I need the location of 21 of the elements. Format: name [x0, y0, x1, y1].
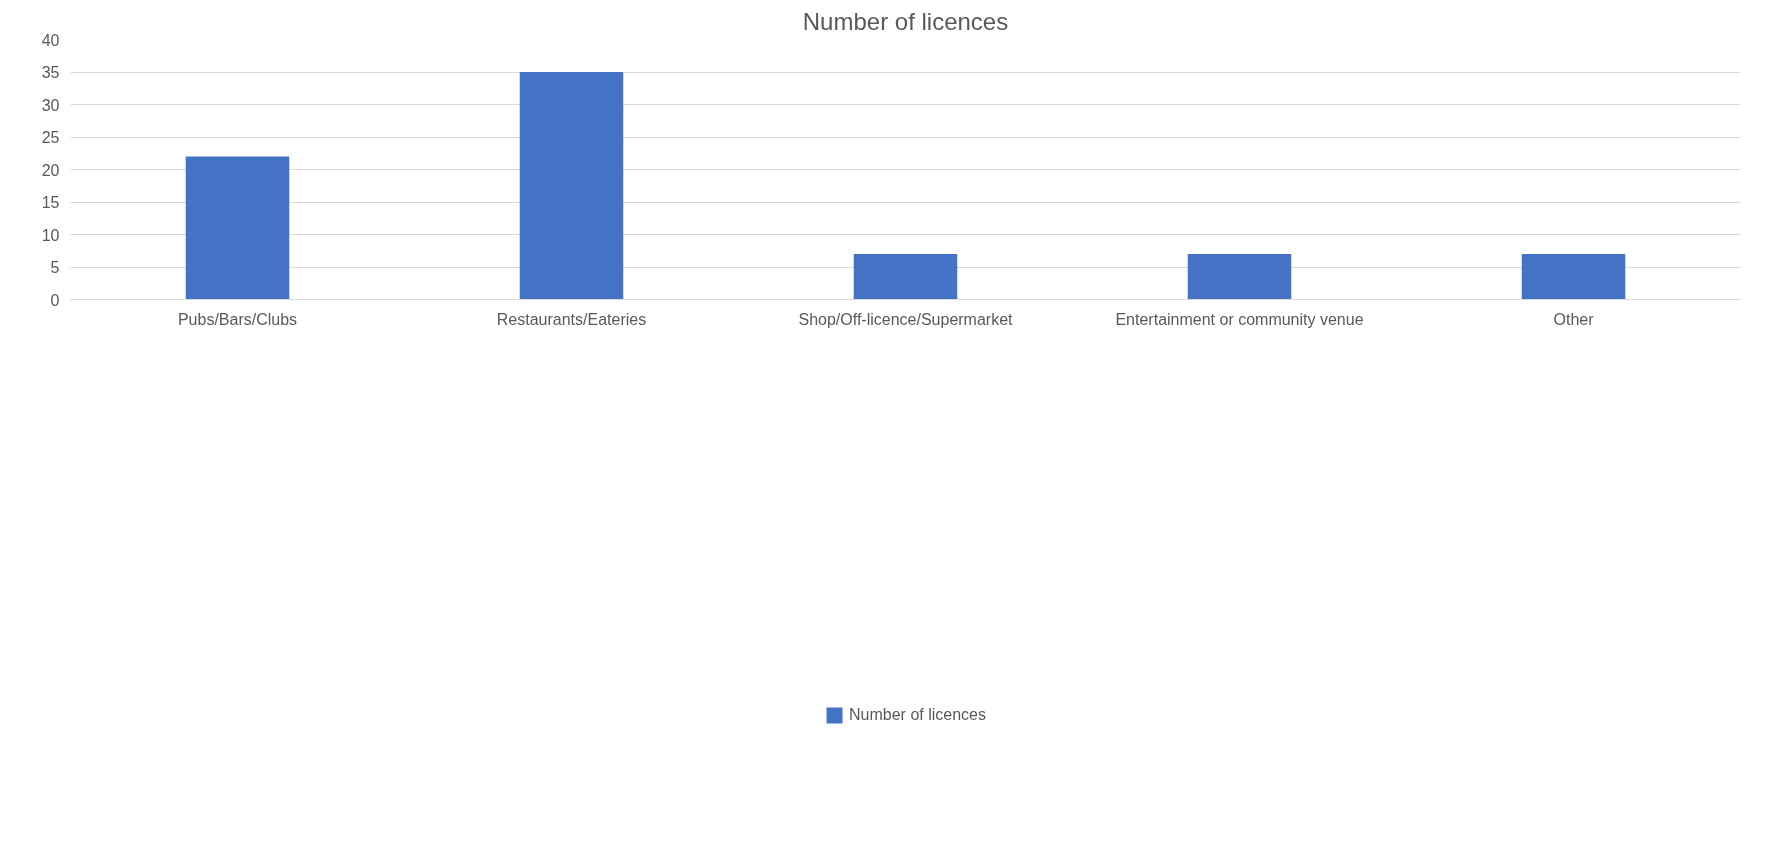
y-tick-label: 35 — [41, 64, 60, 81]
bar — [1187, 254, 1292, 300]
chart-title: Number of licences — [802, 7, 1009, 35]
bar — [519, 72, 624, 300]
y-tick-label: 15 — [41, 194, 60, 211]
x-tick-label: Restaurants/Eateries — [496, 310, 647, 328]
bar — [1521, 254, 1626, 300]
bar — [185, 156, 290, 300]
legend-label: Number of licences — [849, 706, 986, 724]
x-tick-label: Shop/Off-licence/Supermarket — [798, 310, 1014, 328]
x-tick-label: Entertainment or community venue — [1115, 310, 1364, 328]
y-tick-label: 40 — [41, 31, 60, 49]
y-tick-label: 10 — [41, 226, 60, 244]
x-tick-label: Pubs/Bars/Clubs — [177, 310, 298, 328]
bar — [853, 254, 958, 300]
y-tick-label: 30 — [41, 96, 60, 114]
x-tick-label: Other — [1553, 310, 1595, 328]
y-tick-label: 20 — [41, 161, 60, 179]
y-tick-label: 25 — [41, 129, 60, 146]
y-tick-label: 5 — [50, 259, 60, 276]
y-tick-label: 0 — [50, 291, 60, 309]
